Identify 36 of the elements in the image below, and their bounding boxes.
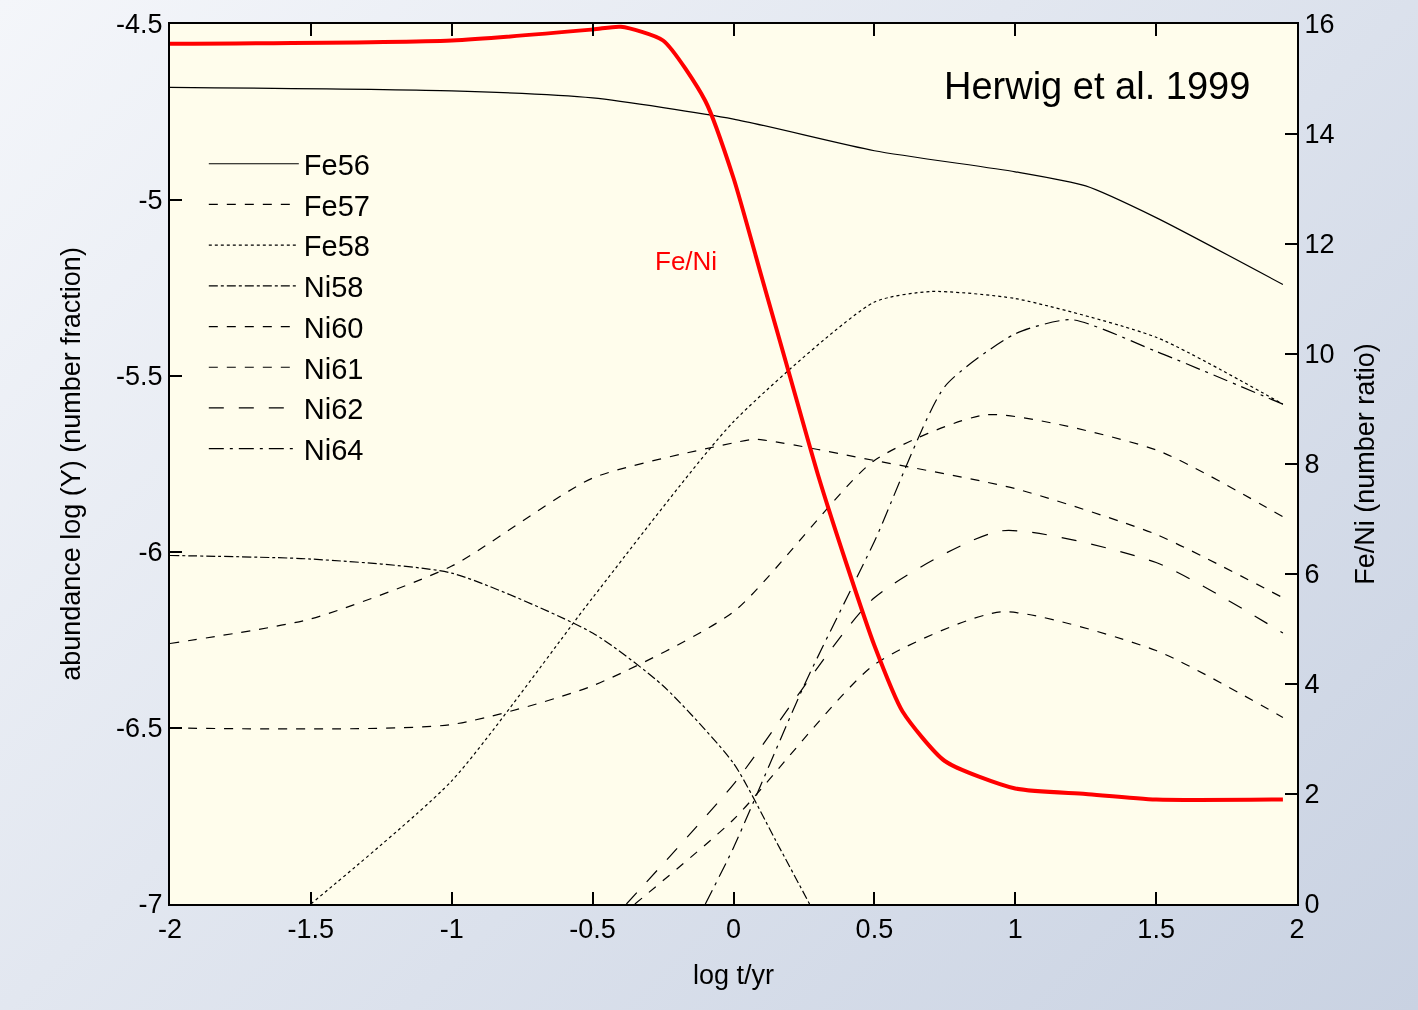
y-tick-label: -6 <box>138 537 163 568</box>
legend-label: Fe57 <box>303 189 370 222</box>
x-tick-label: -1.5 <box>287 914 335 945</box>
y-tick-label: -4.5 <box>116 9 163 40</box>
y2-tick-label: 12 <box>1304 229 1335 260</box>
y2-tick-label: 10 <box>1304 339 1335 370</box>
series-label: Fe/Ni <box>655 246 718 276</box>
line-series <box>170 24 1285 802</box>
y2-tick-label: 4 <box>1304 669 1320 700</box>
legend-label: Ni64 <box>303 433 364 466</box>
y2-tick-label: 14 <box>1304 119 1335 150</box>
y2-axis-title: Fe/Ni (number ratio) <box>1350 343 1381 585</box>
x-tick-label: 0 <box>725 914 742 945</box>
legend-label: Ni62 <box>303 393 364 426</box>
x-tick-label: -0.5 <box>569 914 616 945</box>
x-tick-label: 1 <box>1007 914 1023 945</box>
x-tick-label: -1 <box>439 914 464 945</box>
y2-tick-label: 0 <box>1304 889 1320 920</box>
x-tick-label: 1.5 <box>1137 914 1175 945</box>
y2-tick-label: 6 <box>1304 559 1320 590</box>
legend-label: Ni61 <box>303 352 364 385</box>
y2-tick-label: 2 <box>1304 779 1320 810</box>
legend-label: Ni60 <box>303 311 364 344</box>
y-tick-label: -5 <box>138 185 163 216</box>
legend-label: Ni58 <box>303 271 364 304</box>
y2-tick-label: 16 <box>1304 9 1335 40</box>
y-axis-title: abundance log (Y) (number fraction) <box>55 247 86 681</box>
x-tick-label: 0.5 <box>855 914 894 945</box>
annotation: Herwig et al. 1999 <box>944 65 1251 107</box>
legend-label: Fe56 <box>303 149 370 182</box>
y-tick-label: -5.5 <box>116 361 163 392</box>
legend-label: Fe58 <box>303 230 370 263</box>
x-tick-label: 2 <box>1289 914 1305 945</box>
y-tick-label: -6.5 <box>116 713 163 744</box>
y2-tick-label: 8 <box>1304 449 1320 480</box>
x-axis-title: log t/yr <box>692 960 775 991</box>
